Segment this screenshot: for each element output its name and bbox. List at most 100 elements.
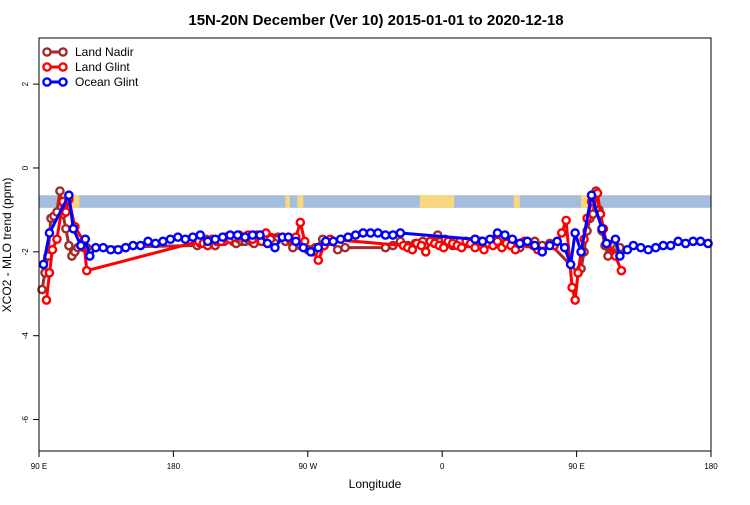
data-point-ocean-glint — [291, 236, 301, 247]
land-segment — [419, 195, 455, 208]
data-point-ocean-glint — [173, 232, 183, 242]
legend-marker — [58, 47, 68, 57]
x-tick-label: 90 W — [298, 462, 317, 471]
plot-frame — [38, 37, 712, 452]
data-point-ocean-glint — [225, 230, 235, 240]
data-point-ocean-glint — [544, 240, 555, 251]
data-point-ocean-glint — [240, 232, 250, 242]
legend-marker — [42, 62, 52, 72]
data-point-land-glint — [52, 234, 62, 245]
data-point-ocean-glint — [522, 236, 533, 247]
data-point-ocean-glint — [597, 223, 607, 234]
data-point-ocean-glint — [507, 234, 518, 245]
data-point-ocean-glint — [673, 236, 683, 247]
data-point-ocean-glint — [255, 230, 265, 240]
data-point-ocean-glint — [180, 234, 191, 245]
data-point-land-glint — [438, 242, 449, 253]
data-point-ocean-glint — [210, 234, 221, 245]
data-point-land-glint — [295, 217, 306, 228]
data-point-ocean-glint — [335, 234, 346, 245]
data-point-land-glint — [313, 255, 324, 266]
data-point-land-glint — [567, 282, 577, 293]
data-point-land-glint — [561, 215, 571, 226]
data-point-ocean-glint — [570, 228, 580, 238]
data-point-land-nadir — [340, 242, 350, 253]
data-point-ocean-glint — [143, 236, 153, 247]
data-point-ocean-glint — [628, 240, 639, 251]
data-point-land-glint — [479, 244, 489, 255]
legend-item-ocean-glint: Ocean Glint — [42, 75, 139, 89]
data-point-ocean-glint — [38, 259, 49, 270]
data-point-land-glint — [456, 242, 467, 253]
y-axis-label: XCO2 - MLO trend (ppm) — [0, 178, 14, 313]
data-point-ocean-glint — [90, 242, 101, 253]
land-segment — [513, 195, 520, 208]
data-point-ocean-glint — [150, 238, 161, 249]
legend-label: Ocean Glint — [75, 75, 139, 89]
data-point-ocean-glint — [537, 247, 548, 257]
data-point-ocean-glint — [388, 230, 398, 240]
data-point-ocean-glint — [262, 238, 273, 249]
data-point-ocean-glint — [135, 240, 146, 251]
legend-item-land-nadir: Land Nadir — [42, 45, 134, 59]
legend-label: Land Nadir — [75, 45, 134, 59]
data-point-ocean-glint — [492, 228, 503, 238]
data-point-ocean-glint — [113, 244, 123, 255]
data-point-ocean-glint — [128, 240, 138, 251]
data-point-ocean-glint — [158, 236, 168, 247]
data-point-ocean-glint — [270, 242, 280, 253]
land-segment — [285, 195, 290, 208]
y-tick-label: 2 — [21, 81, 30, 86]
data-point-ocean-glint — [529, 240, 540, 251]
data-point-ocean-glint — [658, 240, 669, 251]
data-point-land-glint — [44, 268, 55, 278]
data-point-ocean-glint — [343, 232, 353, 242]
data-point-land-nadir — [55, 186, 65, 196]
data-point-ocean-glint — [703, 238, 713, 249]
data-point-ocean-glint — [328, 236, 338, 247]
data-point-ocean-glint — [232, 230, 243, 240]
data-point-ocean-glint — [586, 190, 597, 201]
data-point-ocean-glint — [76, 240, 86, 251]
chart-title: 15N-20N December (Ver 10) 2015-01-01 to … — [188, 12, 563, 29]
data-point-ocean-glint — [350, 230, 361, 240]
data-point-ocean-glint — [217, 232, 228, 242]
y-tick-label: -2 — [21, 248, 30, 256]
data-point-land-nadir — [37, 284, 47, 295]
data-point-ocean-glint — [64, 190, 74, 201]
data-point-ocean-glint — [68, 223, 79, 234]
data-point-ocean-glint — [500, 230, 510, 240]
data-point-ocean-glint — [313, 242, 324, 253]
data-point-ocean-glint — [610, 234, 621, 245]
ocean-band — [39, 195, 711, 208]
legend-marker — [42, 47, 52, 57]
y-tick-label: 0 — [21, 165, 30, 170]
data-point-ocean-glint — [380, 230, 391, 240]
data-point-ocean-glint — [80, 234, 91, 245]
data-point-ocean-glint — [188, 232, 198, 242]
y-tick-label: -6 — [21, 415, 30, 423]
data-point-ocean-glint — [298, 242, 309, 253]
x-tick-label: 180 — [167, 462, 181, 471]
data-point-land-nadir — [61, 223, 71, 234]
data-point-ocean-glint — [636, 242, 646, 253]
data-point-ocean-glint — [650, 242, 661, 253]
data-point-land-glint — [420, 247, 431, 257]
data-point-ocean-glint — [576, 247, 586, 257]
data-point-ocean-glint — [485, 234, 495, 245]
data-point-ocean-glint — [305, 247, 316, 257]
x-axis-label: Longitude — [349, 477, 402, 491]
land-segment — [297, 195, 304, 208]
data-point-ocean-glint — [688, 236, 698, 247]
x-tick-label: 90 E — [568, 462, 584, 471]
data-point-ocean-glint — [395, 228, 406, 238]
data-point-ocean-glint — [98, 242, 109, 253]
data-point-ocean-glint — [120, 242, 131, 253]
data-point-ocean-glint — [665, 240, 676, 251]
data-point-land-glint — [573, 268, 583, 278]
legend-marker — [58, 62, 68, 72]
data-point-land-glint — [81, 265, 92, 276]
x-tick-label: 0 — [440, 462, 445, 471]
data-point-land-nadir — [603, 251, 613, 261]
